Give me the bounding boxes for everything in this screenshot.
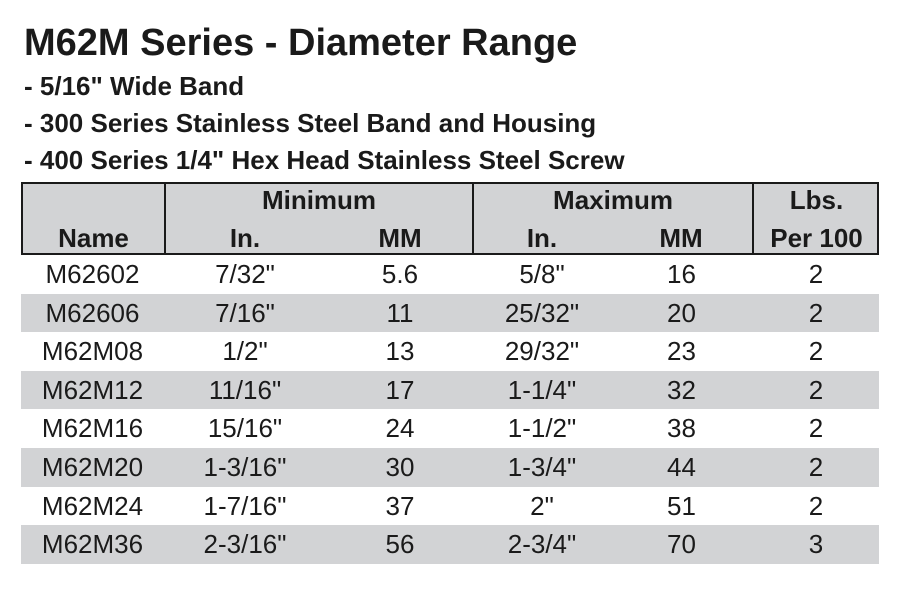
cell-lbs: 2 [808,297,824,328]
cell-max-in: 1-3/4" [507,451,577,482]
cell-min-in: 1-3/16" [203,451,287,482]
cell-min-in: 7/32" [215,259,275,289]
cell-max-mm: 23 [667,336,696,367]
cell-min-in: 11/16" [208,374,282,405]
cell-max-in: 1-1/2" [507,413,577,444]
header-min-mm: MM [378,223,422,253]
header-minimum: Minimum [261,185,377,215]
cell-max-in: 2-3/4" [507,529,577,560]
feature-list: - 5/16" Wide Band - 300 Series Stainless… [24,68,625,179]
cell-name: M62M08 [41,336,144,367]
header-divider [472,184,474,253]
diameter-range-table: Name Minimum Maximum Lbs. In. MM In. MM … [21,182,879,564]
cell-max-mm: 51 [667,490,696,521]
cell-lbs: 2 [808,413,824,444]
header-max-mm: MM [659,223,703,253]
cell-lbs: 2 [808,490,824,521]
header-name: Name [58,223,129,253]
feature-band-width: - 5/16" Wide Band [24,71,245,101]
table-row: M62606 7/16" 11 25/32" 20 2 [21,293,879,333]
header-divider [164,184,166,253]
cell-name: M62M12 [41,374,144,405]
cell-max-mm: 16 [667,259,696,289]
cell-min-in: 2-3/16" [203,529,287,560]
cell-name: M62M16 [41,413,144,444]
cell-lbs: 3 [808,529,824,560]
header-maximum: Maximum [553,185,673,215]
cell-min-in: 7/16" [215,297,275,328]
cell-min-in: 1/2" [222,336,268,367]
cell-min-mm: 13 [385,336,415,367]
table-row: M62M16 15/16" 24 1-1/2" 38 2 [21,409,879,448]
cell-max-mm: 38 [667,413,696,444]
header-divider [752,184,754,253]
header-lbs: Lbs. [789,185,844,215]
cell-max-in: 25/32" [504,297,580,328]
cell-name: M62M24 [41,490,144,521]
cell-max-in: 2" [530,490,554,521]
cell-max-mm: 70 [667,529,696,560]
cell-name: M62606 [45,297,140,328]
cell-max-mm: 32 [667,374,696,405]
feature-band-material: - 300 Series Stainless Steel Band and Ho… [24,108,597,138]
cell-lbs: 2 [808,336,824,367]
cell-min-mm: 56 [385,529,415,560]
cell-max-mm: 20 [667,297,696,328]
cell-max-in: 1-1/4" [507,374,577,405]
cell-min-mm: 24 [385,413,415,444]
header-max-in: In. [526,223,558,253]
cell-min-mm: 11 [386,297,414,328]
cell-max-mm: 44 [667,451,696,482]
header-min-in: In. [229,223,261,253]
table-row: M62M20 1-3/16" 30 1-3/4" 44 2 [21,447,879,487]
page-title: M62M Series - Diameter Range [24,22,578,64]
cell-min-mm: 37 [385,490,415,521]
header-per-100: Per 100 [770,223,863,253]
cell-min-mm: 5.6 [381,259,419,289]
cell-name: M62602 [45,259,140,289]
table-row: M62M08 1/2" 13 29/32" 23 2 [21,332,879,371]
cell-min-mm: 17 [385,374,415,405]
table-row: M62M36 2-3/16" 56 2-3/4" 70 3 [21,525,879,564]
cell-max-in: 29/32" [504,336,580,367]
table-header: Name Minimum Maximum Lbs. In. MM In. MM … [21,182,879,255]
cell-min-in: 15/16" [207,413,283,444]
cell-min-mm: 30 [385,451,415,482]
cell-lbs: 2 [808,374,824,405]
cell-name: M62M36 [41,529,144,560]
cell-max-in: 5/8" [519,259,565,289]
table-row: M62M24 1-7/16" 37 2" 51 2 [21,487,879,526]
cell-name: M62M20 [41,451,144,482]
table-row: M62602 7/32" 5.6 5/8" 16 2 [21,255,879,294]
cell-lbs: 2 [808,451,824,482]
cell-lbs: 2 [808,259,824,289]
feature-screw: - 400 Series 1/4" Hex Head Stainless Ste… [24,145,625,175]
cell-min-in: 1-7/16" [203,490,287,521]
table-row: M62M12 11/16" 17 1-1/4" 32 2 [21,370,879,410]
